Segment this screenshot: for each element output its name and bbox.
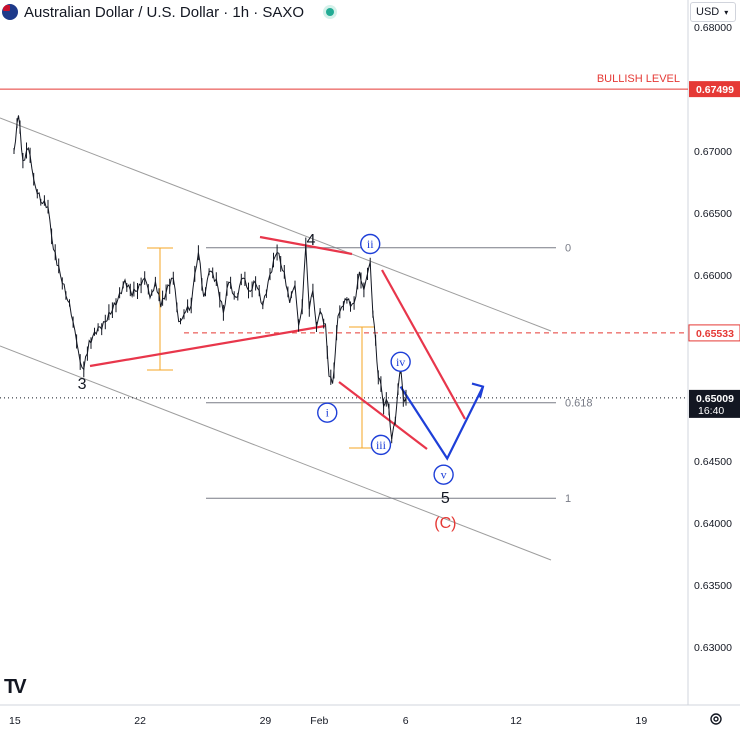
price-tick-label: 0.66000 — [694, 270, 732, 282]
wave-circle — [433, 464, 454, 485]
fib-level-label: 1 — [565, 493, 571, 505]
wave-circle — [370, 434, 392, 456]
wave-label: (C) — [434, 515, 456, 532]
dashed-price-tag-border — [688, 324, 740, 342]
projection-path — [399, 386, 484, 461]
price-tick-label: 0.63500 — [694, 580, 732, 592]
price-tick-label: 0.63000 — [694, 642, 732, 654]
price-tick-label: 0.67000 — [694, 146, 732, 158]
gear-icon[interactable] — [709, 712, 723, 726]
bullish-price-tag-bg — [689, 81, 740, 98]
price-series — [13, 115, 407, 444]
currency-label: USD — [696, 6, 720, 18]
time-tick-label: 29 — [260, 715, 272, 727]
wave-label: v — [441, 468, 447, 482]
bullish-level-label: BULLISH LEVEL — [597, 73, 680, 85]
wave-label: 5 — [441, 490, 450, 507]
price-bars — [13, 118, 407, 444]
tradingview-logo-icon[interactable]: TV — [4, 676, 26, 698]
projection-arrowhead — [471, 382, 485, 398]
current-price-tag-bg — [689, 389, 740, 418]
wave-label: i — [326, 406, 330, 420]
wave-label: iv — [396, 355, 405, 369]
wave-label: 3 — [78, 376, 87, 393]
triangle-lower-line — [89, 324, 326, 368]
time-tick-label: Feb — [310, 715, 328, 727]
chart-header: Australian Dollar / U.S. Dollar · 1h · S… — [0, 0, 335, 24]
wave-circle — [360, 233, 381, 255]
wave-circle — [390, 351, 411, 372]
time-tick-label: 22 — [134, 715, 146, 727]
wave-circle — [317, 402, 338, 423]
time-axis: 15 22 29 Feb 6 12 19 — [9, 715, 647, 727]
time-tick-label: 12 — [510, 715, 522, 727]
wave-label: ii — [367, 237, 374, 251]
currency-selector[interactable]: USD ▾ — [690, 2, 736, 22]
dashed-price-tag: 0.65533 — [696, 328, 734, 340]
bullish-price-tag: 0.67499 — [696, 84, 734, 96]
wave-label: iii — [376, 438, 387, 452]
market-status-icon — [326, 8, 335, 16]
fib-level-label: 0.618 — [565, 398, 593, 410]
time-tick-label: 15 — [9, 715, 21, 727]
price-tick-label: 0.64000 — [694, 518, 732, 530]
channel-upper-line — [0, 117, 552, 332]
time-tick-label: 19 — [636, 715, 648, 727]
wedge-lower-line — [338, 381, 428, 450]
dashed-price-tag-bg — [689, 324, 740, 341]
current-price-tag: 0.65009 — [696, 393, 734, 405]
chart-background — [0, 0, 740, 706]
wave-label: 4 — [307, 232, 316, 249]
price-tick-label: 0.68000 — [694, 22, 732, 34]
current-price-tag-time: 16:40 — [698, 405, 724, 417]
impulse-trend-line — [381, 269, 466, 420]
price-axis: 0.68000 0.67000 0.66500 0.66000 0.64500 0.640… — [688, 22, 740, 654]
time-tick-label: 6 — [403, 715, 409, 727]
aud-usd-flag-icon — [2, 4, 18, 20]
channel-lower-line — [0, 345, 552, 561]
symbol-title: Australian Dollar / U.S. Dollar · 1h · S… — [24, 3, 305, 21]
price-line — [13, 115, 407, 440]
fib-level-label: 0 — [565, 243, 571, 255]
chevron-down-icon: ▾ — [724, 7, 729, 17]
price-tick-label: 0.66500 — [694, 208, 732, 220]
price-tick-label: 0.64500 — [694, 456, 732, 468]
